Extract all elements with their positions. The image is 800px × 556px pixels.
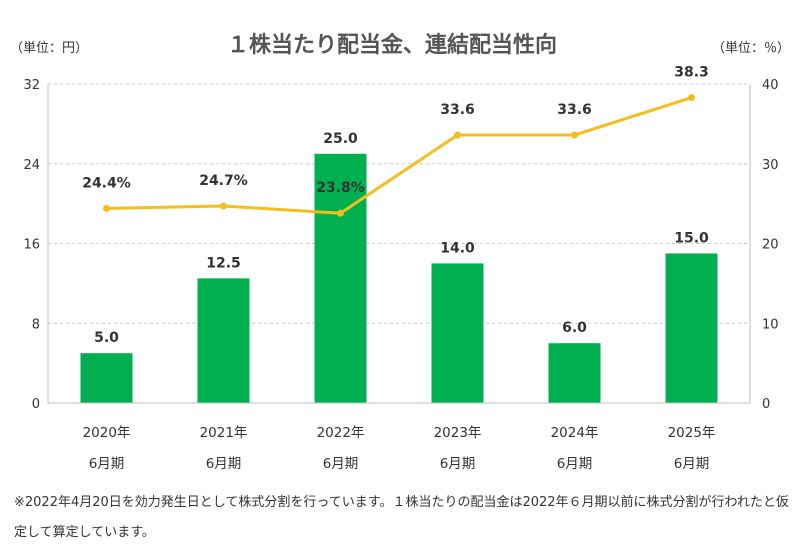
category-label-year: 2020年 — [83, 425, 131, 441]
bar — [80, 353, 133, 403]
line-point — [688, 94, 695, 102]
line-value-label: 33.6 — [440, 102, 475, 118]
payout-ratio-line — [106, 96, 692, 215]
bar — [197, 278, 250, 403]
left-tick-label: 24 — [23, 158, 40, 173]
right-tick-label: 20 — [762, 238, 779, 253]
right-tick-label: 0 — [762, 397, 770, 412]
category-label-period: 6月期 — [557, 456, 593, 472]
bar-value-label: 6.0 — [562, 320, 587, 336]
footnote: ※2022年4月20日を効力発生日として株式分割を行っています。１株当たりの配当… — [14, 495, 789, 540]
line-value-label: 38.3 — [674, 65, 709, 81]
line-point — [337, 209, 344, 217]
bar-value-label: 5.0 — [94, 330, 119, 346]
category-label-period: 6月期 — [674, 456, 710, 472]
bar — [431, 263, 484, 403]
category-label-year: 2021年 — [200, 425, 248, 441]
left-tick-label: 32 — [23, 78, 40, 93]
left-tick-label: 16 — [23, 238, 40, 253]
line-value-label: 24.4% — [82, 175, 131, 191]
bar-value-label: 15.0 — [674, 230, 709, 246]
category-label-period: 6月期 — [206, 456, 242, 472]
bar — [665, 253, 718, 403]
category-label-year: 2024年 — [551, 425, 599, 441]
right-axis-unit: （単位：％） — [712, 40, 790, 56]
line-value-label: 23.8% — [316, 180, 365, 196]
bar — [548, 343, 601, 403]
category-label-year: 2025年 — [668, 425, 716, 441]
dividend-chart: １株当たり配当金、連結配当性向 （単位：円） （単位：％） 0 8 16 24 32 0 1… — [10, 32, 790, 472]
bar — [314, 153, 367, 403]
line-point — [103, 204, 110, 212]
line-value-label: 24.7% — [199, 173, 248, 189]
line-point — [220, 202, 227, 210]
right-tick-label: 40 — [762, 78, 779, 93]
left-tick-label: 0 — [32, 397, 40, 412]
category-label-year: 2022年 — [317, 425, 365, 441]
left-tick-label: 8 — [32, 317, 40, 332]
category-label-period: 6月期 — [89, 456, 125, 472]
line-point — [454, 131, 461, 139]
left-axis-unit: （単位：円） — [10, 40, 88, 56]
line-value-label: 33.6 — [557, 102, 592, 118]
line-series — [103, 94, 695, 217]
right-tick-label: 10 — [762, 317, 779, 332]
grid-lines — [48, 83, 750, 324]
axes: 0 8 16 24 32 0 10 20 30 40 2020年 6月期 2021年 6月期 2022年 6月… — [23, 78, 778, 472]
bar-value-label: 12.5 — [206, 255, 241, 271]
bar-value-label: 14.0 — [440, 240, 475, 256]
category-label-period: 6月期 — [323, 456, 359, 472]
line-point — [571, 131, 578, 139]
category-label-year: 2023年 — [434, 425, 482, 441]
right-tick-label: 30 — [762, 158, 779, 173]
bar-value-label: 25.0 — [323, 131, 358, 147]
chart-title: １株当たり配当金、連結配当性向 — [227, 32, 557, 58]
data-labels: 5.0 12.5 25.0 14.0 6.0 15.0 24.4% 24.7% 23.8% 33.… — [82, 65, 709, 347]
bar-series — [80, 153, 718, 403]
category-label-period: 6月期 — [440, 456, 476, 472]
